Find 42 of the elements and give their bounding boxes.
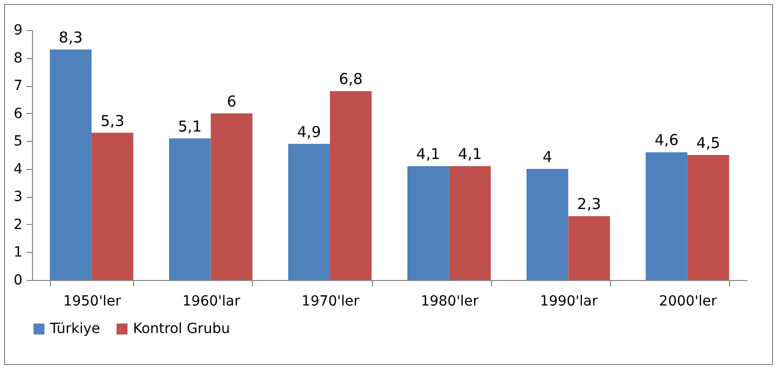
bar (92, 132, 134, 280)
y-tick-label: 7 (14, 78, 22, 94)
data-label: 5,1 (178, 117, 202, 136)
data-label: 6 (226, 92, 236, 110)
data-label: 6,8 (338, 70, 363, 88)
x-tick-label: 1970'ler (302, 294, 360, 310)
legend-label: Kontrol Grubu (133, 321, 230, 337)
bar (568, 216, 610, 280)
bar (526, 168, 568, 280)
y-tick-label: 6 (14, 106, 23, 122)
bar (50, 49, 92, 280)
y-tick-label: 2 (14, 216, 22, 233)
data-label: 4,1 (458, 145, 482, 164)
bar (210, 113, 252, 280)
y-tick-label: 9 (14, 22, 22, 38)
bar (169, 138, 211, 280)
y-tick-label: 1 (14, 244, 22, 261)
y-tick-label: 3 (14, 189, 22, 206)
y-tick-label: 4 (14, 161, 23, 178)
bar (407, 166, 450, 280)
bar (330, 91, 372, 280)
data-label: 4,1 (416, 145, 440, 164)
data-label: 8,3 (58, 28, 83, 46)
bar (449, 166, 491, 280)
x-tick-label: 1960'lar (182, 294, 240, 310)
x-tick-label: 1950'ler (63, 294, 122, 310)
legend-label: Türkiye (49, 321, 100, 337)
data-label: 4,9 (297, 122, 321, 141)
y-tick-label: 5 (14, 134, 22, 150)
bar (687, 155, 730, 280)
data-label: 4 (542, 148, 552, 166)
data-label: 2,3 (577, 195, 602, 214)
y-tick-label: 8 (14, 50, 22, 66)
x-tick-label: 1990'lar (540, 294, 598, 310)
data-label: 4,5 (696, 134, 720, 152)
data-label: 4,6 (654, 131, 678, 150)
y-tick-label: 0 (14, 272, 22, 288)
x-tick-label: 2000'ler (659, 294, 718, 310)
bar (646, 152, 688, 280)
data-label: 5,3 (100, 112, 124, 130)
bar (288, 144, 330, 280)
x-tick-label: 1980'ler (420, 294, 479, 310)
